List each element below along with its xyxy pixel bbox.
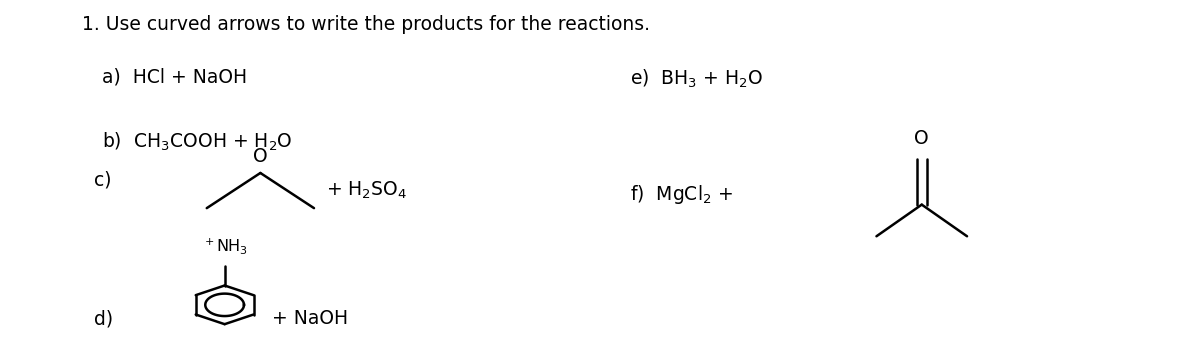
Text: b)  CH$_3$COOH + H$_2$O: b) CH$_3$COOH + H$_2$O [102,131,293,153]
Text: + H$_2$SO$_4$: + H$_2$SO$_4$ [326,180,407,201]
Text: a)  HCl + NaOH: a) HCl + NaOH [102,67,247,86]
Text: O: O [914,129,929,148]
Text: d): d) [94,309,113,328]
Text: c): c) [94,171,112,189]
Text: $^+$NH$_3$: $^+$NH$_3$ [202,235,247,256]
Text: O: O [253,147,268,166]
Text: f)  MgCl$_2$ +: f) MgCl$_2$ + [630,183,733,206]
Text: 1. Use curved arrows to write the products for the reactions.: 1. Use curved arrows to write the produc… [82,15,649,34]
Text: + NaOH: + NaOH [272,309,348,328]
Text: e)  BH$_3$ + H$_2$O: e) BH$_3$ + H$_2$O [630,67,763,90]
